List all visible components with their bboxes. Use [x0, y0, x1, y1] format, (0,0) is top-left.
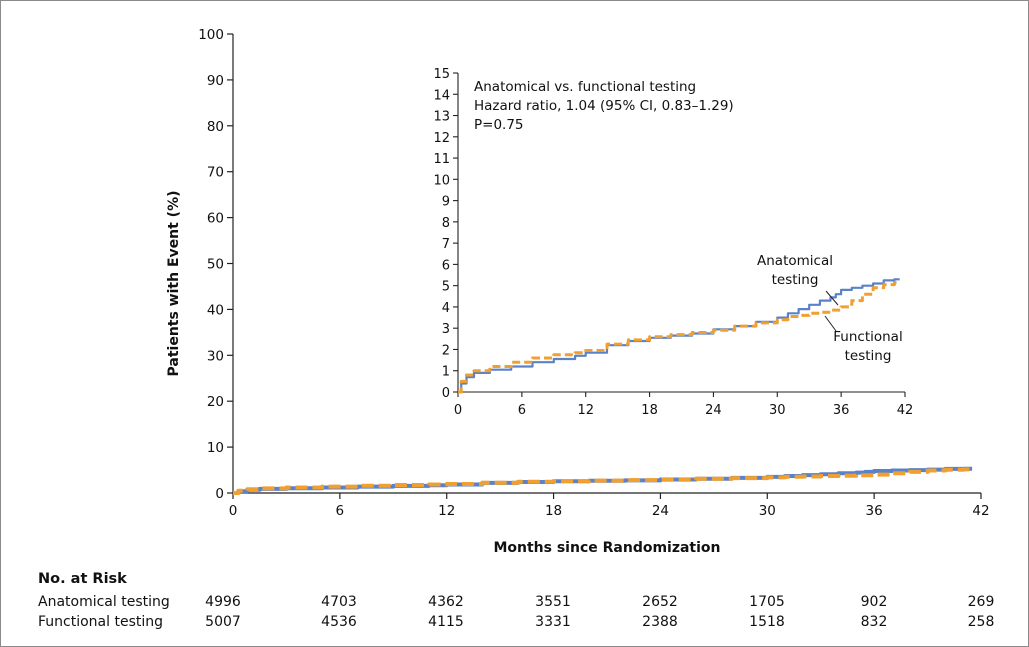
risk-table-title: No. at Risk: [38, 571, 127, 587]
x-tick-label: 18: [545, 503, 562, 519]
inset-annotation-line: Anatomical vs. functional testing: [474, 79, 696, 95]
risk-cell: 2388: [642, 614, 678, 630]
inset-y-tick-label: 15: [433, 67, 450, 82]
risk-cell: 4703: [321, 594, 357, 610]
risk-cell: 5007: [205, 614, 241, 630]
risk-cell: 832: [861, 614, 888, 630]
inset-label-anatomical: testing: [772, 272, 819, 288]
y-tick-label: 70: [207, 165, 224, 181]
risk-cell: 269: [968, 594, 995, 610]
inset-y-tick-label: 0: [442, 386, 450, 401]
inset-annotation-line: P=0.75: [474, 117, 524, 133]
x-tick-label: 0: [229, 503, 238, 519]
inset-series-line-functional: [458, 281, 900, 394]
y-tick-label: 20: [207, 394, 224, 410]
risk-table: No. at Risk Anatomical testing 4996 4703 436…: [38, 571, 994, 630]
inset-y-tick-label: 5: [442, 280, 450, 295]
risk-cell: 258: [968, 614, 995, 630]
risk-cell: 4362: [428, 594, 464, 610]
y-tick-label: 60: [207, 211, 224, 227]
y-tick-label: 30: [207, 348, 224, 364]
risk-cell: 3331: [535, 614, 571, 630]
inset-label-anatomical: Anatomical: [757, 253, 833, 269]
y-tick-label: 40: [207, 302, 224, 318]
y-tick-label: 10: [207, 440, 224, 456]
inset-y-tick-label: 3: [442, 322, 450, 337]
risk-cell: 4115: [428, 614, 464, 630]
inset-y-tick-label: 8: [442, 216, 450, 231]
x-tick-label: 24: [652, 503, 669, 519]
inset-label-functional: testing: [845, 348, 892, 364]
inset-leader-functional: [824, 315, 837, 332]
x-tick-label: 30: [759, 503, 776, 519]
risk-cell: 4996: [205, 594, 241, 610]
inset-y-tick-label: 6: [442, 258, 450, 273]
y-tick-label: 50: [207, 257, 224, 273]
y-tick-label: 0: [215, 486, 224, 502]
x-tick-label: 12: [438, 503, 455, 519]
y-axis-title: Patients with Event (%): [166, 191, 182, 377]
risk-cell: 2652: [642, 594, 678, 610]
inset-y-tick-label: 1: [442, 365, 450, 380]
inset-y-tick-label: 11: [433, 152, 450, 167]
inset-x-tick-label: 36: [833, 403, 850, 418]
x-axis-title: Months since Randomization: [493, 540, 720, 556]
inset-y-tick-label: 10: [433, 173, 450, 188]
inset-x-tick-label: 6: [518, 403, 526, 418]
y-tick-label: 90: [207, 73, 224, 89]
inset-y-tick-label: 13: [433, 110, 450, 125]
y-tick-label: 100: [198, 27, 224, 43]
risk-cell: 1518: [749, 614, 785, 630]
inset-x-tick-label: 30: [769, 403, 786, 418]
risk-row-label: Functional testing: [38, 614, 163, 630]
inset-y-tick-label: 14: [433, 88, 450, 103]
inset-label-functional: Functional: [833, 329, 902, 345]
inset-x-tick-label: 42: [897, 403, 914, 418]
main-series-line-anatomical: [233, 466, 973, 495]
risk-cell: 902: [861, 594, 888, 610]
inset-annotation-line: Hazard ratio, 1.04 (95% CI, 0.83–1.29): [474, 98, 734, 114]
risk-cell: 3551: [535, 594, 571, 610]
inset-y-tick-label: 12: [433, 131, 450, 146]
x-tick-label: 6: [336, 503, 345, 519]
inset-y-tick-label: 9: [442, 195, 450, 210]
inset-y-tick-label: 4: [442, 301, 450, 316]
risk-cell: 4536: [321, 614, 357, 630]
inset-x-tick-label: 12: [577, 403, 594, 418]
x-tick-label: 42: [972, 503, 989, 519]
y-tick-label: 80: [207, 119, 224, 135]
inset-x-tick-label: 18: [641, 403, 658, 418]
inset-x-tick-label: 0: [454, 403, 462, 418]
risk-cell: 1705: [749, 594, 785, 610]
inset-y-tick-label: 7: [442, 237, 450, 252]
main-series-line-functional: [233, 467, 973, 495]
inset-leader-anatomical: [825, 290, 839, 306]
risk-row-label: Anatomical testing: [38, 594, 170, 610]
inset-y-tick-label: 2: [442, 343, 450, 358]
x-tick-label: 36: [866, 503, 883, 519]
inset-x-tick-label: 24: [705, 403, 722, 418]
